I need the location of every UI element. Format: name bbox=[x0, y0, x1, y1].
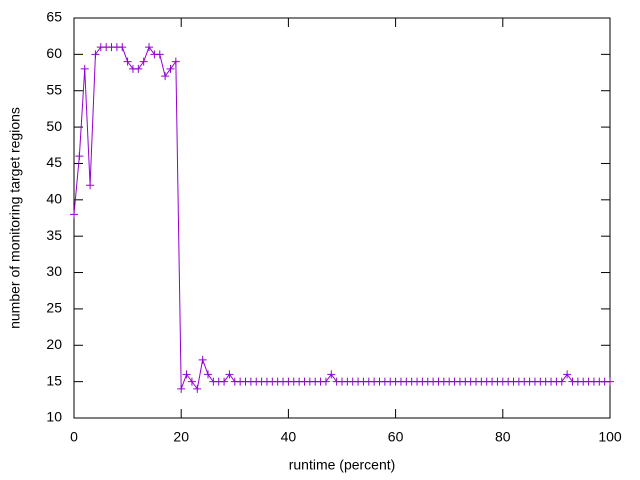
series-line bbox=[73, 46, 610, 391]
point-marker bbox=[606, 377, 614, 386]
y-tick-label: 45 bbox=[46, 154, 62, 170]
point-marker bbox=[145, 43, 154, 52]
x-tick-label: 60 bbox=[388, 429, 404, 445]
point-marker bbox=[193, 384, 202, 393]
point-marker bbox=[86, 181, 95, 190]
y-tick-label: 30 bbox=[46, 263, 62, 279]
point-marker bbox=[75, 152, 84, 161]
y-tick-label: 35 bbox=[46, 227, 62, 243]
plot-frame bbox=[73, 17, 611, 419]
y-tick-label: 55 bbox=[46, 81, 62, 97]
point-marker bbox=[166, 64, 175, 73]
point-marker bbox=[70, 210, 78, 219]
point-marker bbox=[91, 50, 100, 59]
y-tick-label: 50 bbox=[46, 118, 62, 134]
x-axis-label: runtime (percent) bbox=[289, 457, 396, 473]
point-marker bbox=[327, 370, 336, 379]
point-marker bbox=[171, 57, 180, 66]
point-marker bbox=[198, 355, 207, 364]
point-marker bbox=[139, 57, 148, 66]
y-tick-label: 60 bbox=[46, 45, 62, 61]
x-tick-label: 0 bbox=[70, 429, 78, 445]
x-tick-label: 20 bbox=[173, 429, 189, 445]
point-marker bbox=[155, 50, 164, 59]
point-marker bbox=[563, 370, 572, 379]
point-marker bbox=[134, 64, 143, 73]
point-marker bbox=[204, 370, 212, 379]
x-tick-label: 100 bbox=[598, 429, 622, 445]
point-marker bbox=[225, 370, 234, 379]
x-tick-label: 40 bbox=[281, 429, 297, 445]
point-marker bbox=[123, 57, 132, 66]
point-marker bbox=[161, 72, 170, 81]
point-marker bbox=[80, 64, 89, 73]
y-tick-label: 20 bbox=[46, 336, 62, 352]
x-tick-label: 80 bbox=[495, 429, 511, 445]
point-marker bbox=[220, 377, 229, 386]
point-marker bbox=[557, 377, 566, 386]
point-marker bbox=[187, 377, 196, 386]
y-tick-label: 10 bbox=[46, 409, 62, 425]
y-axis-label: number of monitoring target regions bbox=[7, 107, 23, 329]
point-marker bbox=[118, 43, 127, 52]
y-tick-label: 65 bbox=[46, 9, 62, 25]
y-tick-label: 40 bbox=[46, 191, 62, 207]
y-tick-label: 15 bbox=[46, 372, 62, 388]
point-marker bbox=[321, 377, 330, 386]
y-tick-label: 25 bbox=[46, 300, 62, 316]
point-marker bbox=[177, 384, 186, 393]
point-marker bbox=[182, 370, 191, 379]
